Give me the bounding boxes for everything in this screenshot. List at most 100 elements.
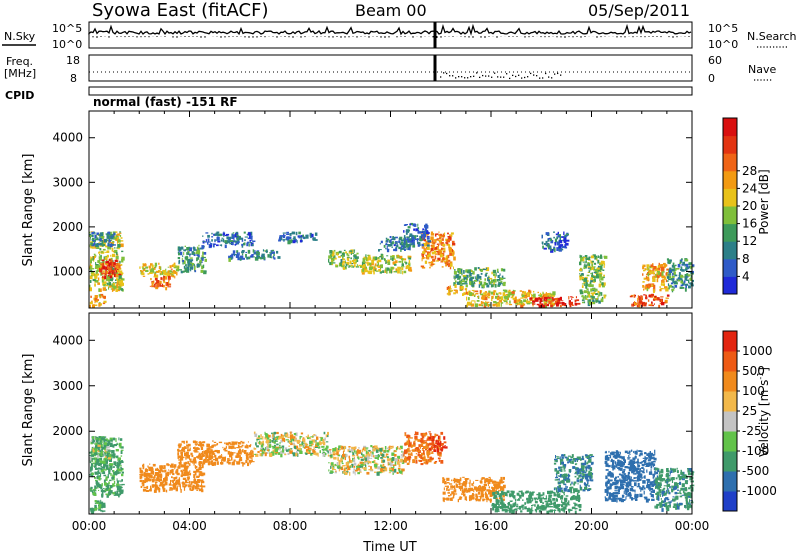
velocity-patch <box>252 431 330 458</box>
power-cell <box>356 252 359 255</box>
power-cell <box>422 228 425 231</box>
velocity-cell <box>199 442 203 446</box>
power-cell <box>254 250 256 255</box>
power-cell <box>346 256 349 261</box>
power-cell <box>113 285 117 290</box>
velocity-cell <box>315 441 317 445</box>
velocity-cell <box>175 487 178 492</box>
velocity-cell <box>430 446 434 450</box>
velocity-cell <box>473 481 475 485</box>
velocity-cell <box>99 440 101 443</box>
velocity-cell <box>179 485 181 490</box>
power-cell <box>106 282 109 287</box>
power-cell <box>586 257 591 260</box>
velocity-cell <box>225 446 227 449</box>
velocity-cell <box>103 445 107 448</box>
power-cell <box>552 296 554 301</box>
velocity-cell <box>164 476 168 481</box>
velocity-cell <box>95 445 98 449</box>
power-cell <box>463 277 467 280</box>
power-cell <box>581 276 584 280</box>
velocity-cell <box>342 456 344 460</box>
velocity-cell <box>201 463 204 468</box>
power-cell <box>200 263 202 266</box>
power-cell <box>205 232 209 234</box>
velocity-cell <box>326 434 329 438</box>
velocity-cell <box>92 491 96 495</box>
power-cell <box>219 244 222 246</box>
velocity-cell <box>359 465 361 468</box>
velocity-cell <box>268 444 272 448</box>
power-cell <box>149 267 151 270</box>
power-cell <box>188 247 193 252</box>
power-cell <box>115 284 119 289</box>
power-cell <box>402 260 404 264</box>
velocity-cell <box>172 477 175 479</box>
power-cell <box>197 256 199 260</box>
power-cell <box>283 240 285 242</box>
velocity-cell <box>242 462 246 465</box>
power-ylabel: Slant Range [km] <box>21 154 36 267</box>
velocity-cell <box>257 451 260 453</box>
velocity-cell <box>412 444 416 447</box>
velocity-cell <box>498 481 501 485</box>
power-cell <box>643 288 645 291</box>
velocity-cell <box>330 470 332 473</box>
power-cell <box>662 271 665 273</box>
power-cell <box>642 304 645 307</box>
power-patch <box>328 249 364 270</box>
velocity-cell <box>377 466 381 470</box>
velocity-cell <box>360 464 363 468</box>
velocity-cell <box>232 452 236 454</box>
velocity-cell <box>465 479 468 483</box>
velocity-cell <box>231 441 234 443</box>
power-cell <box>249 237 252 240</box>
power-cell <box>688 265 692 269</box>
power-cell <box>669 267 672 271</box>
power-cell <box>396 244 399 248</box>
velocity-cell <box>327 449 330 452</box>
velocity-cell <box>471 483 474 486</box>
velocity-cell <box>325 445 328 448</box>
velocity-cell <box>146 475 150 477</box>
velocity-cell <box>108 458 112 462</box>
power-cell <box>244 236 248 238</box>
velocity-cell <box>203 450 207 455</box>
power-cell <box>478 275 482 279</box>
power-cell <box>487 304 490 307</box>
velocity-cell <box>202 461 206 465</box>
power-cell <box>426 256 430 260</box>
power-cell <box>400 269 402 274</box>
power-cell <box>674 274 678 277</box>
velocity-cell <box>413 440 416 444</box>
power-cell <box>558 246 562 249</box>
velocity-cell <box>309 440 313 444</box>
power-cell <box>559 244 564 248</box>
velocity-cell <box>166 463 169 466</box>
power-cell <box>119 234 122 237</box>
power-cell <box>420 265 425 268</box>
velocity-cell <box>91 474 93 478</box>
power-cell <box>168 280 170 284</box>
velocity-cell <box>282 449 285 453</box>
power-cell <box>114 249 118 254</box>
power-cell <box>597 269 601 272</box>
power-cell <box>115 234 119 238</box>
velocity-cell <box>103 488 105 490</box>
velocity-cell <box>106 452 111 455</box>
velocity-cell <box>353 468 356 471</box>
power-cell <box>462 293 464 296</box>
velocity-cell <box>316 442 320 446</box>
power-cell <box>346 253 349 256</box>
velocity-cell <box>469 487 474 492</box>
power-cell <box>592 254 596 258</box>
power-cell <box>350 251 352 255</box>
velocity-cell <box>332 464 336 466</box>
power-cell <box>435 233 437 237</box>
power-cell <box>371 259 375 264</box>
power-cell <box>98 242 100 245</box>
power-cell <box>120 288 124 291</box>
velocity-cell <box>113 494 116 496</box>
power-cell <box>293 236 296 239</box>
power-cell <box>282 239 286 241</box>
